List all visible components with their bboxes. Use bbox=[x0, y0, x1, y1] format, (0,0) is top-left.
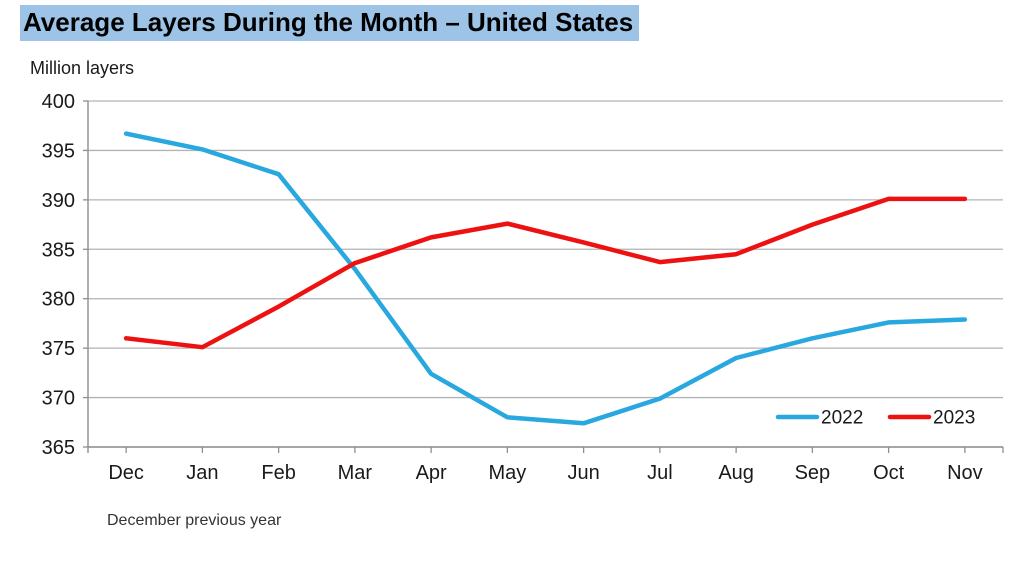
y-tick-label: 370 bbox=[42, 388, 75, 410]
x-tick-label: Mar bbox=[338, 462, 373, 484]
x-tick-label: Jun bbox=[568, 462, 600, 484]
legend-label-2022: 2022 bbox=[821, 408, 863, 429]
y-tick-label: 365 bbox=[42, 437, 75, 459]
y-tick-label: 390 bbox=[42, 190, 75, 212]
x-tick-label: Aug bbox=[718, 462, 754, 484]
x-tick-label: Dec bbox=[108, 462, 144, 484]
x-tick-label: Apr bbox=[416, 462, 447, 484]
legend-label-2023: 2023 bbox=[933, 408, 975, 429]
x-tick-label: May bbox=[488, 462, 526, 484]
y-tick-label: 380 bbox=[42, 289, 75, 311]
x-tick-label: Sep bbox=[795, 462, 831, 484]
y-tick-label: 400 bbox=[42, 91, 75, 113]
x-tick-label: Nov bbox=[947, 462, 983, 484]
chart-title: Average Layers During the Month – United… bbox=[20, 5, 640, 41]
series-line-2023 bbox=[123, 196, 968, 350]
x-tick-label: Feb bbox=[261, 462, 295, 484]
y-axis-unit-label: Million layers bbox=[30, 58, 135, 78]
x-tick-label: Jan bbox=[186, 462, 218, 484]
x-axis-footnote: December previous year bbox=[107, 512, 282, 529]
x-tick-label: Oct bbox=[873, 462, 905, 484]
y-tick-label: 375 bbox=[42, 338, 75, 360]
y-tick-label: 385 bbox=[42, 239, 75, 261]
y-tick-label: 395 bbox=[42, 140, 75, 162]
series-line-2022 bbox=[123, 131, 968, 426]
x-tick-label: Jul bbox=[647, 462, 673, 484]
